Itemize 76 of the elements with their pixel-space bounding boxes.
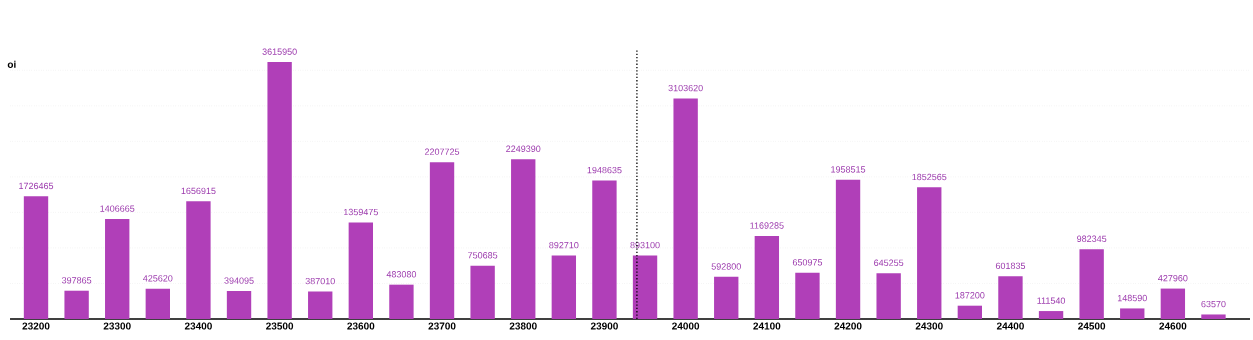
x-tick-label: 23200: [22, 322, 50, 330]
data-label: 982345: [1077, 235, 1107, 242]
bar: [1120, 308, 1145, 319]
bar: [551, 255, 577, 319]
x-tick-label: 23900: [590, 322, 618, 330]
bar: [23, 196, 49, 319]
bar: [145, 288, 170, 319]
bar: [470, 265, 495, 319]
bar: [917, 187, 942, 319]
data-label: 427960: [1158, 275, 1188, 282]
bar: [1201, 314, 1226, 319]
bar: [876, 273, 901, 319]
x-tick-label: 23300: [103, 322, 131, 330]
x-tick-label: 23500: [266, 322, 294, 330]
data-label: 1726465: [19, 182, 54, 190]
data-label: 592800: [711, 263, 741, 270]
data-label: 394095: [224, 277, 254, 284]
data-label: 1169285: [750, 222, 784, 229]
data-label: 111540: [1037, 297, 1066, 304]
bar: [1079, 249, 1104, 319]
x-tick-label: 23700: [428, 322, 456, 330]
data-label: 3103620: [668, 84, 703, 92]
bar: [835, 179, 861, 319]
data-label: 148590: [1117, 294, 1147, 302]
bar: [64, 290, 89, 319]
data-label: 1359475: [344, 208, 378, 216]
data-label: 893100: [630, 241, 660, 249]
bar: [429, 162, 455, 319]
y-axis-title: oi: [7, 60, 16, 68]
data-label: 483080: [386, 271, 417, 278]
bar: [673, 98, 698, 319]
data-label: 397865: [61, 277, 92, 284]
data-label: 1948635: [587, 166, 622, 174]
x-tick-label: 24500: [1078, 322, 1106, 330]
x-tick-label: 24100: [753, 322, 781, 330]
data-label: 2249390: [506, 145, 541, 152]
data-label: 892710: [549, 241, 579, 249]
data-label: 750685: [468, 252, 498, 259]
bar: [308, 291, 333, 319]
data-label: 63570: [1201, 300, 1226, 308]
bar: [632, 255, 658, 319]
data-label: 650975: [792, 259, 823, 266]
data-label: 1852565: [912, 173, 947, 181]
bar: [226, 290, 252, 319]
data-label: 425620: [143, 275, 173, 282]
bar: [957, 305, 983, 319]
bar: [389, 284, 414, 319]
bar: [795, 272, 820, 319]
data-label: 601835: [995, 262, 1026, 270]
x-tick-label: 23400: [184, 322, 212, 330]
bar: [1160, 288, 1186, 319]
bar: [105, 219, 130, 319]
x-tick-label: 24200: [834, 322, 862, 330]
bar: [267, 62, 292, 319]
bar: [714, 276, 739, 319]
x-tick-label: 24300: [915, 322, 943, 330]
bar: [511, 159, 536, 319]
bar: [186, 201, 211, 319]
bar: [592, 180, 617, 319]
data-label: 1958515: [831, 166, 866, 173]
x-tick-label: 24000: [672, 322, 700, 330]
data-label: 3615950: [262, 48, 297, 55]
data-label: 387010: [305, 277, 335, 285]
bar: [1038, 311, 1064, 319]
data-label: 187200: [955, 292, 985, 299]
data-label: 1656915: [181, 187, 216, 195]
x-tick-label: 24600: [1159, 322, 1187, 330]
data-label: 2207725: [424, 148, 460, 155]
data-label: 645255: [874, 259, 904, 266]
x-tick-label: 23800: [509, 322, 537, 330]
x-tick-label: 24400: [996, 322, 1024, 330]
bar: [754, 235, 780, 319]
x-tick-label: 23600: [347, 322, 375, 330]
data-label: 1406665: [100, 205, 135, 212]
bar: [998, 276, 1023, 319]
bar: [348, 222, 374, 319]
